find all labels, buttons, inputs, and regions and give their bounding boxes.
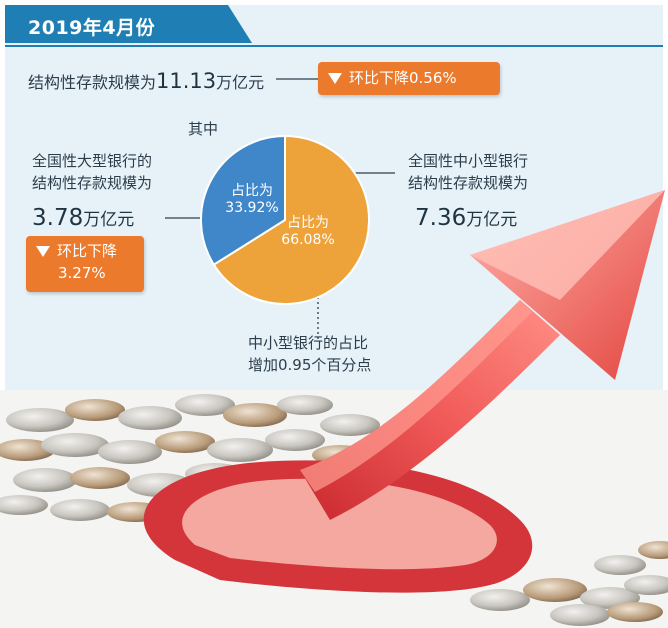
- pie-label-small-medium: 占比为 66.08%: [268, 215, 348, 249]
- pie-slice-small-medium-banks: [212, 134, 370, 305]
- pie-slice-large-banks: [200, 134, 286, 267]
- large-banks-value: 3.78: [32, 205, 84, 231]
- note-line2: 增加0.95个百分点: [248, 356, 372, 374]
- small-medium-banks-amount: 7.36万亿元: [415, 205, 517, 231]
- coin-pile-right: [470, 541, 668, 626]
- small-medium-banks-line1: 全国性中小型银行: [408, 152, 529, 170]
- pie-label-large-value: 33.92%: [225, 200, 279, 216]
- large-banks-change-line1: 环比下降: [57, 242, 118, 260]
- total-line: 结构性存款规模为11.13万亿元: [28, 69, 264, 93]
- total-value: 11.13: [156, 69, 217, 93]
- pie-label-small-medium-title: 占比为: [287, 215, 329, 231]
- down-triangle-icon: [36, 246, 50, 257]
- pie-label-small-medium-value: 66.08%: [281, 232, 335, 248]
- total-change-badge: 环比下降0.56%: [318, 62, 500, 95]
- coin-pile-left: [0, 394, 380, 522]
- header-title: 2019年4月份: [28, 17, 156, 39]
- large-banks-change-badge: 环比下降 3.27%: [26, 236, 144, 292]
- large-banks-change-line2: 3.27%: [58, 264, 106, 282]
- share-change-note: 中小型银行的占比 增加0.95个百分点: [248, 332, 371, 376]
- large-banks-line2: 结构性存款规模为: [32, 174, 153, 192]
- large-banks-unit: 万亿元: [83, 210, 135, 230]
- red-arrow: [143, 190, 665, 593]
- header-banner: [5, 5, 663, 47]
- small-medium-banks-unit: 万亿元: [466, 210, 518, 230]
- pie-label-large: 占比为 33.92%: [212, 183, 292, 217]
- total-change: 环比下降0.56%: [349, 69, 457, 87]
- total-label: 结构性存款规模为: [28, 73, 157, 92]
- small-medium-banks-value: 7.36: [415, 205, 467, 231]
- total-unit: 万亿元: [216, 73, 265, 92]
- breakdown-label: 其中: [188, 120, 219, 138]
- down-triangle-icon: [328, 73, 342, 84]
- large-banks-text: 全国性大型银行的 结构性存款规模为: [32, 150, 152, 194]
- small-medium-banks-line2: 结构性存款规模为: [408, 174, 529, 192]
- large-banks-amount: 3.78万亿元: [32, 205, 134, 231]
- pie-label-large-title: 占比为: [231, 183, 273, 199]
- small-medium-banks-text: 全国性中小型银行 结构性存款规模为: [408, 150, 528, 194]
- large-banks-line1: 全国性大型银行的: [32, 152, 153, 170]
- note-line1: 中小型银行的占比: [248, 334, 369, 352]
